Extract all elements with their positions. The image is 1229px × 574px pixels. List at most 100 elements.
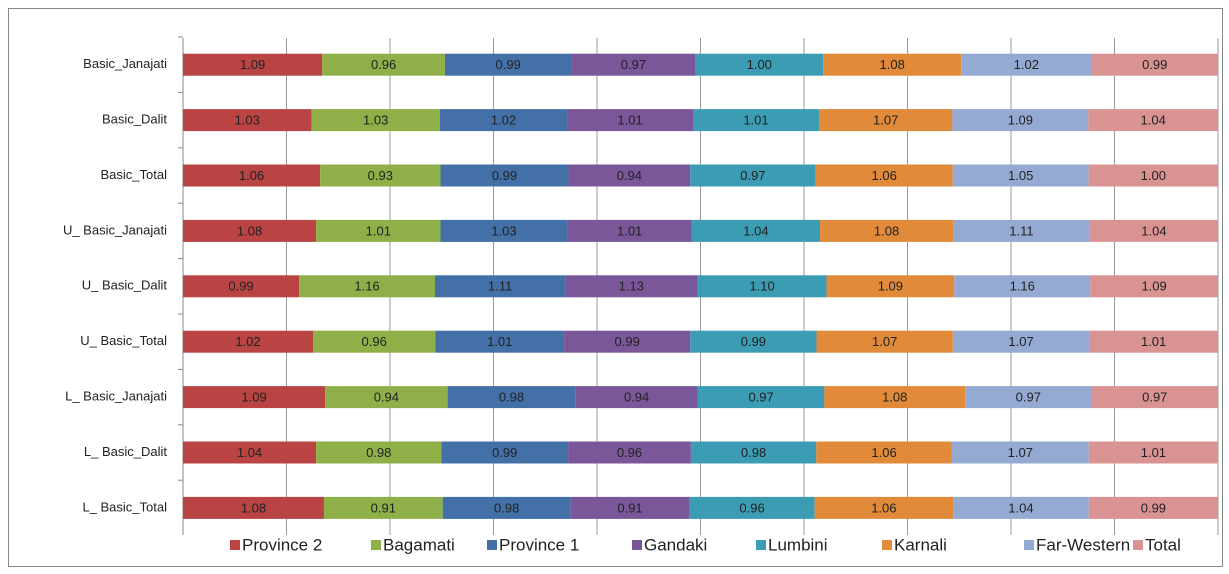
bar-segment (691, 219, 821, 242)
category-label: Basic_Total (101, 167, 168, 182)
bar-segment (183, 441, 317, 464)
bar-segment (816, 441, 952, 464)
value-label: 1.00 (747, 57, 772, 72)
value-label: 1.03 (363, 113, 388, 128)
bar-segment (183, 219, 317, 242)
value-label: 0.99 (496, 57, 521, 72)
value-label: 0.99 (492, 168, 517, 183)
legend-swatch (632, 540, 642, 550)
bar-segment (953, 496, 1089, 519)
bar-segment (1088, 441, 1218, 464)
legend-label: Total (1145, 535, 1181, 554)
bar-segment (689, 496, 815, 519)
value-label: 1.09 (241, 390, 266, 405)
value-label: 0.93 (368, 168, 393, 183)
value-label: 0.96 (739, 500, 764, 515)
bar-segment (1091, 386, 1218, 409)
bar-segment (820, 219, 954, 242)
value-label: 0.99 (1141, 500, 1166, 515)
value-label: 0.97 (1016, 390, 1041, 405)
bar-segment (441, 441, 569, 464)
bar-segment (183, 109, 312, 132)
bar-segment (954, 275, 1091, 298)
category-label: L_ Basic_Janajati (65, 389, 167, 404)
value-label: 1.13 (619, 279, 644, 294)
value-label: 1.01 (1141, 334, 1166, 349)
value-label: 1.09 (240, 57, 265, 72)
bar-segment (575, 386, 698, 409)
value-label: 1.01 (487, 334, 512, 349)
legend-label: Gandaki (644, 535, 707, 554)
bar-segment (564, 330, 691, 353)
value-label: 1.08 (241, 500, 266, 515)
value-label: 1.16 (354, 279, 379, 294)
value-label: 1.06 (871, 445, 896, 460)
bar-segment (824, 386, 966, 409)
value-label: 0.99 (228, 279, 253, 294)
bar-segment (823, 53, 962, 76)
bar-segment (435, 330, 565, 353)
bar-segment (565, 275, 698, 298)
bar-segment (961, 53, 1092, 76)
value-label: 1.06 (871, 500, 896, 515)
bar-segment (320, 164, 441, 187)
value-label: 0.94 (617, 168, 642, 183)
value-label: 0.99 (1142, 57, 1167, 72)
value-label: 1.04 (1141, 223, 1166, 238)
bar-segment (815, 164, 953, 187)
value-label: 0.94 (374, 390, 399, 405)
value-label: 1.04 (237, 445, 262, 460)
bar-segment (695, 53, 824, 76)
legend-swatch (1133, 540, 1143, 550)
bar-segment (442, 496, 571, 519)
value-label: 0.97 (621, 57, 646, 72)
legend-label: Far-Western (1036, 535, 1130, 554)
bar-segment (183, 53, 323, 76)
value-label: 0.96 (617, 445, 642, 460)
bar-segment (1090, 275, 1218, 298)
value-label: 0.99 (492, 445, 517, 460)
bar-segment (1088, 109, 1218, 132)
legend-label: Lumbini (768, 535, 828, 554)
category-label: Basic_Janajati (83, 56, 167, 71)
category-label: U_ Basic_Dalit (82, 278, 168, 293)
value-label: 1.02 (235, 334, 260, 349)
value-label: 1.05 (1008, 168, 1033, 183)
value-label: 1.00 (1141, 168, 1166, 183)
legend-swatch (487, 540, 497, 550)
value-label: 1.07 (1008, 445, 1033, 460)
bar-segment (697, 386, 825, 409)
bar-segment (952, 330, 1090, 353)
bar-segment (690, 441, 817, 464)
value-label: 1.01 (743, 113, 768, 128)
value-label: 1.08 (882, 390, 907, 405)
value-label: 0.98 (499, 390, 524, 405)
bar-segment (440, 164, 569, 187)
bar-segment (322, 53, 445, 76)
bar-segment (570, 496, 690, 519)
value-label: 0.98 (494, 500, 519, 515)
legend-swatch (756, 540, 766, 550)
bar-segment (444, 53, 572, 76)
legend-swatch (230, 540, 240, 550)
bar-segment (316, 219, 441, 242)
value-label: 1.08 (874, 223, 899, 238)
value-label: 1.01 (366, 223, 391, 238)
legend-label: Bagamati (383, 535, 455, 554)
bar-segment (567, 219, 692, 242)
bar-segment (325, 386, 448, 409)
bar-segment (571, 53, 696, 76)
value-label: 0.97 (748, 390, 773, 405)
value-label: 1.09 (878, 279, 903, 294)
value-label: 1.03 (491, 223, 516, 238)
legend-swatch (1024, 540, 1034, 550)
bar-segment (183, 164, 321, 187)
value-label: 1.01 (617, 113, 642, 128)
category-label: L_ Basic_Dalit (84, 444, 167, 459)
bar-segment (183, 330, 314, 353)
value-label: 1.03 (235, 113, 260, 128)
bar-segment (1089, 219, 1218, 242)
value-label: 1.01 (1141, 445, 1166, 460)
bar-segment (690, 330, 817, 353)
